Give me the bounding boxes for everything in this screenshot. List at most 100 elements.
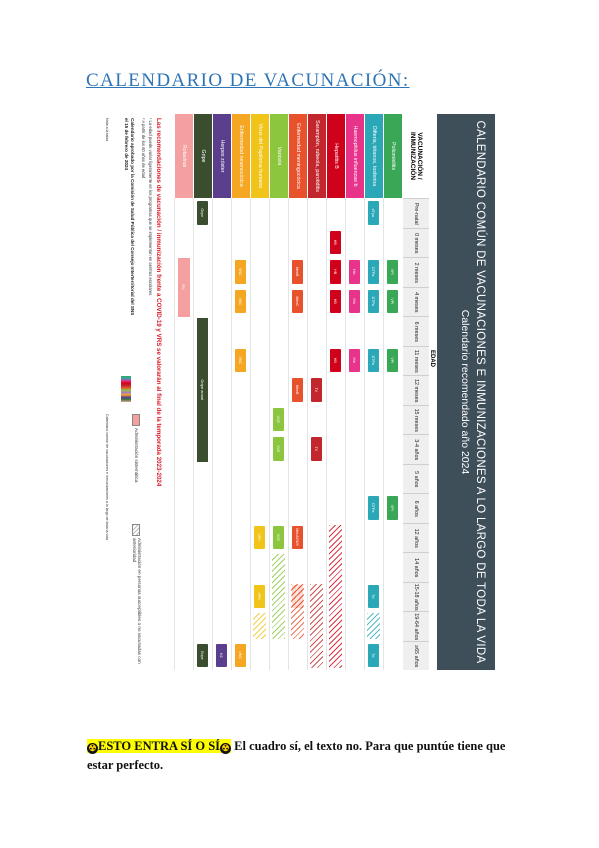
vaccine-row-label: Rotavirus [175, 114, 193, 198]
vaccine-row-label: Enfermedad meningocócica [289, 114, 307, 198]
approval-text: Calendario aprobado por la Comisión de S… [124, 118, 135, 316]
vaccine-cell: Gripe [197, 643, 208, 667]
age-column-header: 2 meses [403, 257, 429, 288]
vaccine-cell: VPI [387, 496, 398, 520]
vaccine-cell: TV [311, 437, 322, 461]
radiation-icon: ☢ [220, 743, 232, 754]
instruction-note: ☢ESTO ENTRA SÍ O SÍ☢ El cuadro sí, el te… [87, 737, 517, 775]
legend-susceptible: Administración en personas susceptibles … [132, 538, 142, 664]
vaccine-cell: MenB [292, 378, 303, 402]
age-column-header: 12 meses [403, 375, 429, 406]
row-divider [364, 198, 365, 670]
vaccine-row-label: Poliomielitis [384, 114, 402, 198]
calendar-header: CALENDARIO COMÚN DE VACUNACIONES E INMUN… [437, 114, 495, 670]
radiation-icon: ☢ [87, 743, 98, 754]
vaccine-cell: VVZ [273, 407, 284, 431]
vaccine-cell: MenB [292, 260, 303, 284]
vaccine-row-label: Enfermedad neumocócica [232, 114, 250, 198]
vaccine-cell: Td [368, 584, 379, 608]
vaccine-cell: VNC [235, 348, 246, 372]
flu-bar: Gripe anual [197, 318, 208, 462]
vaccine-cell: Hib [349, 260, 360, 284]
footnote-1: ¹ La edad puede variar ligeramente en lo… [148, 118, 153, 296]
vaccine-cell: MenC [292, 289, 303, 313]
vaccination-calendar-image: CALENDARIO COMÚN DE VACUNACIONES E INMUN… [100, 114, 495, 670]
age-column-header: 0 meses [403, 227, 429, 258]
age-column-header: Pre-natal [403, 198, 429, 229]
row-divider [307, 198, 308, 670]
vaccine-cell: dTpa [368, 201, 379, 225]
vaccine-cell: VNC [235, 289, 246, 313]
catch-up-band [253, 613, 266, 639]
vaccine-column-header: VACUNACIÓN / INMUNIZACIÓN [403, 114, 429, 198]
row-divider [326, 198, 327, 670]
vaccine-row-label: Virus del Papiloma humano [251, 114, 269, 198]
color-strip [121, 376, 131, 402]
age-column-header: 6 meses [403, 316, 429, 347]
catch-up-band [329, 524, 342, 668]
vaccine-cell: VNC [235, 643, 246, 667]
covid-note: Las recomendaciones de vacunación / inmu… [155, 118, 162, 487]
age-column-header: 19-64 años [403, 611, 429, 642]
vaccine-cell: HB [330, 260, 341, 284]
note-text: El cuadro sí, el texto no. Para que punt… [87, 739, 506, 772]
vaccine-cell: VPH [254, 584, 265, 608]
row-divider [174, 198, 175, 670]
age-column-header: 3-4 años [403, 434, 429, 465]
vaccine-cell: VPI [387, 289, 398, 313]
vaccine-cell: Hib [349, 289, 360, 313]
calendar-subtitle: Calendario recomendado año 2024 [459, 309, 471, 475]
age-column-header: ≥65 años [403, 640, 429, 670]
vaccine-cell: TV [311, 378, 322, 402]
vaccine-cell: VVZ [273, 525, 284, 549]
vaccine-cell: VPH [254, 525, 265, 549]
footer-right: Calendario común de vacunaciones e inmun… [105, 414, 109, 541]
vaccine-row-label: Hepatitis B [327, 114, 345, 198]
calendar-card: CALENDARIO COMÚN DE VACUNACIONES E INMUN… [100, 114, 495, 670]
catch-up-band [291, 583, 304, 639]
vaccine-row-label: Gripe [194, 114, 212, 198]
age-column-header: 6 años [403, 493, 429, 524]
vaccine-cell: DTPa [368, 348, 379, 372]
row-divider [288, 198, 289, 670]
age-column-header: 14 años [403, 552, 429, 583]
vaccine-cell: VPI [387, 260, 398, 284]
vaccine-row-label: Herpes zóster [213, 114, 231, 198]
vaccine-cell: VPI [387, 348, 398, 372]
row-divider [345, 198, 346, 670]
row-divider [269, 198, 270, 670]
catch-up-band [272, 554, 285, 639]
age-label: EDAD [429, 350, 435, 368]
age-column-header: 12 años [403, 522, 429, 553]
age-column-header: 11 meses [403, 345, 429, 376]
vaccine-row-label: Difteria, tétanos, tosferina [365, 114, 383, 198]
age-column-header: 4 meses [403, 286, 429, 317]
row-divider [212, 198, 213, 670]
vaccine-cell: Gripe [197, 201, 208, 225]
vaccine-cell: VNC [235, 260, 246, 284]
vaccine-cell: DTPa [368, 496, 379, 520]
row-divider [193, 198, 194, 670]
vaccine-cell: DTPa [368, 289, 379, 313]
vaccine-cell: HZ [216, 643, 227, 667]
vaccine-row-label: Varicela [270, 114, 288, 198]
vaccine-row-label: Sarampión, rubeola, parotiditis [308, 114, 326, 198]
row-divider [231, 198, 232, 670]
vaccine-cell: MenACWY [292, 525, 303, 549]
row-divider [250, 198, 251, 670]
age-column-header: 5 años [403, 463, 429, 494]
vaccine-cell: HB [330, 230, 341, 254]
legend-susceptible-swatch [132, 524, 140, 536]
row-divider [383, 198, 384, 670]
vaccine-cell: VVZ [273, 437, 284, 461]
legend-systematic-swatch [132, 414, 140, 426]
vaccine-cell: Hib [349, 348, 360, 372]
calendar-title: CALENDARIO COMÚN DE VACUNACIONES E INMUN… [474, 120, 486, 664]
catch-up-band [310, 583, 323, 668]
vaccine-cell: DTPa [368, 260, 379, 284]
vaccine-cell: HB [330, 289, 341, 313]
note-highlight: ESTO ENTRA SÍ O SÍ [98, 739, 221, 753]
footer-left: Nota a la tabla [105, 118, 109, 142]
rotavirus-bar: RV [178, 257, 190, 317]
age-column-header: 15-18 años [403, 581, 429, 612]
